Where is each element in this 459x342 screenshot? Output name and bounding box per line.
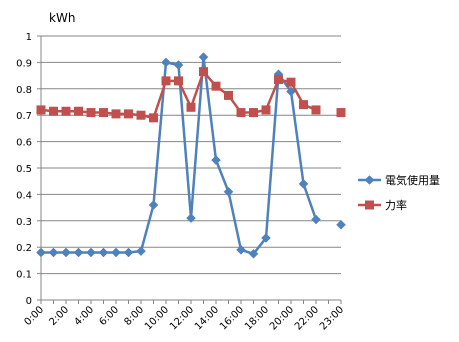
data-point-marker	[336, 108, 346, 118]
data-point-marker	[236, 108, 246, 118]
data-point-marker	[86, 108, 96, 118]
data-point-marker	[299, 100, 308, 110]
data-point-marker	[61, 247, 71, 258]
y-tick-label: 0.1	[16, 270, 32, 281]
x-tick-label: 16:00	[218, 304, 246, 332]
y-tick-label: 0.6	[16, 138, 32, 149]
x-tick-label: 4:00	[72, 304, 96, 328]
data-point-marker	[274, 75, 283, 85]
series-power-factor	[36, 67, 346, 123]
data-point-marker	[161, 76, 171, 86]
data-point-marker	[211, 81, 221, 91]
data-point-marker	[186, 102, 196, 112]
data-point-marker	[223, 186, 234, 197]
data-point-marker	[86, 247, 96, 258]
data-point-marker	[74, 106, 83, 116]
data-point-marker	[123, 247, 134, 258]
data-point-marker	[174, 76, 183, 86]
data-point-marker	[199, 67, 208, 77]
data-point-marker	[98, 247, 109, 258]
data-point-marker	[99, 108, 108, 118]
data-point-marker	[111, 247, 121, 258]
x-tick-label: 6:00	[97, 304, 121, 328]
data-point-marker	[124, 109, 133, 119]
data-point-marker	[61, 106, 71, 116]
data-point-marker	[49, 106, 58, 116]
x-tick-label: 23:00	[318, 304, 346, 332]
data-point-marker	[186, 213, 196, 224]
data-point-marker	[261, 105, 271, 115]
data-point-marker	[298, 178, 309, 189]
grid-lines	[41, 35, 341, 275]
data-point-marker	[248, 248, 259, 259]
data-point-marker	[198, 52, 209, 62]
x-tick-label: 10:00	[143, 304, 171, 332]
data-point-marker	[364, 175, 375, 185]
series-usage	[36, 52, 346, 259]
data-point-marker	[136, 110, 146, 120]
x-tick-label: 20:00	[268, 304, 296, 332]
y-tick-label: 0	[26, 296, 32, 307]
data-point-marker	[136, 246, 146, 257]
data-point-marker	[261, 233, 271, 243]
legend-label: 力率	[385, 198, 407, 212]
data-point-marker	[311, 105, 321, 115]
x-tick-label: 2:00	[47, 304, 71, 328]
data-point-marker	[36, 105, 46, 115]
data-point-marker	[224, 90, 233, 100]
y-tick-label: 1	[26, 32, 32, 43]
data-point-marker	[148, 200, 159, 210]
x-tick-label: 0:00	[22, 304, 46, 328]
y-axis-ticks: 0 0.1 0.2 0.3 0.4 0.5 0.6 0.7 0.8 0.9 1	[16, 32, 41, 307]
data-point-marker	[173, 60, 184, 70]
y-axis-unit-label: kWh	[49, 11, 75, 25]
x-axis-ticks: 0:00 2:00 4:00 6:00 8:0010:0012:0014:0016:00…	[22, 300, 346, 333]
x-tick-label: 12:00	[168, 304, 196, 332]
data-point-marker	[249, 108, 258, 118]
y-tick-label: 0.8	[16, 85, 32, 96]
data-point-marker	[48, 247, 59, 258]
data-point-marker	[336, 219, 346, 230]
y-tick-label: 0.7	[16, 111, 32, 122]
data-point-marker	[211, 155, 221, 165]
data-point-marker	[286, 77, 296, 87]
y-tick-label: 0.9	[16, 58, 32, 69]
y-tick-label: 0.5	[16, 164, 32, 175]
y-tick-label: 0.4	[16, 190, 32, 201]
x-tick-label: 14:00	[193, 304, 221, 332]
data-point-marker	[365, 200, 374, 210]
data-point-marker	[161, 57, 171, 68]
data-series	[36, 52, 346, 259]
legend-label: 電気使用量	[385, 173, 440, 187]
x-tick-label: 18:00	[243, 304, 271, 332]
x-tick-label: 22:00	[293, 304, 321, 332]
data-point-marker	[149, 113, 158, 123]
data-point-marker	[236, 244, 246, 255]
data-point-marker	[73, 247, 84, 258]
data-point-marker	[311, 214, 321, 225]
y-tick-label: 0.2	[16, 243, 32, 254]
y-tick-label: 0.3	[16, 217, 32, 228]
data-point-marker	[36, 247, 46, 258]
data-point-marker	[111, 109, 121, 119]
